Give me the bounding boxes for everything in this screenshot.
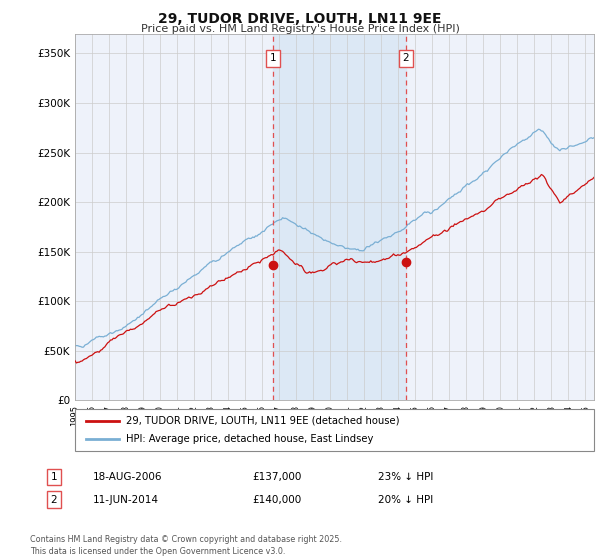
Text: £137,000: £137,000 (252, 472, 301, 482)
Text: Price paid vs. HM Land Registry's House Price Index (HPI): Price paid vs. HM Land Registry's House … (140, 24, 460, 34)
Text: 11-JUN-2014: 11-JUN-2014 (93, 494, 159, 505)
Text: 29, TUDOR DRIVE, LOUTH, LN11 9EE (detached house): 29, TUDOR DRIVE, LOUTH, LN11 9EE (detach… (126, 416, 400, 426)
Text: £140,000: £140,000 (252, 494, 301, 505)
Text: 29, TUDOR DRIVE, LOUTH, LN11 9EE: 29, TUDOR DRIVE, LOUTH, LN11 9EE (158, 12, 442, 26)
Text: Contains HM Land Registry data © Crown copyright and database right 2025.
This d: Contains HM Land Registry data © Crown c… (30, 535, 342, 556)
Text: 2: 2 (403, 53, 409, 63)
Text: 2: 2 (50, 494, 58, 505)
Text: 23% ↓ HPI: 23% ↓ HPI (378, 472, 433, 482)
Text: 20% ↓ HPI: 20% ↓ HPI (378, 494, 433, 505)
Text: 18-AUG-2006: 18-AUG-2006 (93, 472, 163, 482)
Text: 1: 1 (50, 472, 58, 482)
Bar (273, 34, 406, 400)
Text: HPI: Average price, detached house, East Lindsey: HPI: Average price, detached house, East… (126, 434, 373, 444)
Text: 1: 1 (269, 53, 276, 63)
